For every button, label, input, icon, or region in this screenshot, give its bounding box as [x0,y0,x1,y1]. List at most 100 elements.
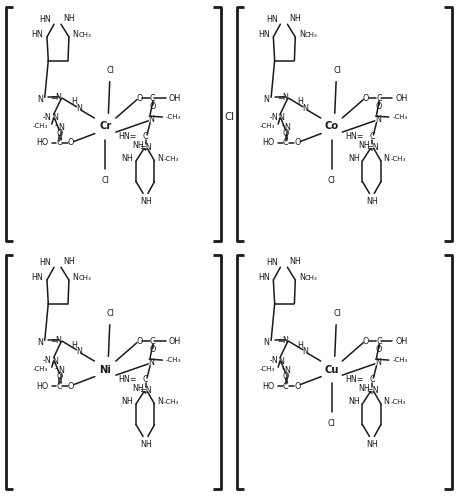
Text: NH: NH [122,154,134,163]
Text: Cl: Cl [225,112,235,122]
Text: HN: HN [32,30,43,39]
Text: Cu: Cu [324,365,339,374]
Text: OH: OH [395,337,407,346]
Text: N: N [73,30,78,39]
Text: O: O [376,102,382,111]
Text: N: N [76,347,82,356]
Text: N: N [157,397,163,406]
Text: Cl: Cl [328,176,336,185]
Text: N: N [375,358,381,367]
Text: O: O [136,337,143,346]
Text: HN: HN [266,258,278,267]
Text: N: N [73,273,78,282]
Text: C: C [56,381,62,390]
Text: C: C [369,132,375,141]
Text: C: C [377,94,382,103]
Text: -N: -N [43,356,52,365]
Text: =: = [277,336,284,345]
Text: Cl: Cl [107,310,115,318]
Text: C: C [377,337,382,346]
Text: N: N [282,93,288,102]
Text: H: H [297,341,303,350]
Text: O: O [294,138,301,147]
Text: N: N [148,358,154,367]
Text: NH: NH [140,197,152,206]
Text: N: N [299,30,304,39]
Text: N: N [148,115,154,124]
Text: O: O [68,381,74,390]
Text: HN: HN [258,30,270,39]
Text: N: N [383,397,389,406]
Text: NH: NH [289,257,301,266]
Text: O: O [363,337,369,346]
Text: N: N [58,366,64,375]
Text: NH: NH [63,257,74,266]
Text: -CH₃: -CH₃ [390,156,406,162]
Text: Cl: Cl [107,66,115,75]
Text: -: - [55,364,58,373]
Text: =N: =N [140,143,152,152]
Text: NH: NH [359,141,371,150]
Text: N: N [76,104,82,113]
Text: -: - [55,121,58,130]
Text: N: N [375,115,381,124]
Text: N: N [299,273,304,282]
Text: Cl: Cl [333,310,341,318]
Text: NH: NH [366,197,378,206]
Text: H: H [71,341,77,350]
Text: N: N [279,114,284,123]
Text: -CH₃: -CH₃ [166,357,181,363]
Text: N: N [157,154,163,163]
Text: -CH₃: -CH₃ [164,156,179,162]
Text: Co: Co [325,122,339,131]
Text: C: C [56,138,62,147]
Text: N: N [282,336,288,345]
Text: C: C [369,375,375,384]
Text: -CH₃: -CH₃ [33,366,48,372]
Text: HN: HN [32,273,43,282]
Text: =: = [277,93,284,102]
Text: NH: NH [348,154,360,163]
Text: N: N [55,336,61,345]
Text: HO: HO [36,381,48,390]
Text: -CH₃: -CH₃ [166,114,181,120]
Text: -N: -N [269,356,278,365]
Text: =N: =N [140,386,152,395]
Text: C: C [150,337,156,346]
Text: -N: -N [269,113,278,122]
Text: O: O [136,94,143,103]
Text: O: O [282,372,289,381]
Text: O: O [150,102,156,111]
Text: CH₃: CH₃ [305,32,318,38]
Text: -N: -N [43,113,52,122]
Text: N: N [37,95,43,104]
Text: Cl: Cl [101,176,109,185]
Text: HO: HO [262,138,274,147]
Text: HN=: HN= [345,132,363,141]
Text: -CH₃: -CH₃ [392,357,407,363]
Text: Cl: Cl [328,419,336,428]
Text: HN=: HN= [118,375,137,384]
Text: NH: NH [359,384,371,393]
Text: N: N [58,123,64,132]
Text: C: C [143,132,148,141]
Text: OH: OH [169,94,181,103]
Text: O: O [282,129,289,138]
Text: N: N [303,347,308,356]
Text: -CH₃: -CH₃ [390,399,406,405]
Text: O: O [68,138,74,147]
Text: OH: OH [395,94,407,103]
Text: HO: HO [262,381,274,390]
Text: -CH₃: -CH₃ [164,399,179,405]
Text: O: O [376,345,382,354]
Text: N: N [52,357,58,366]
Text: =: = [50,336,57,345]
Text: NH: NH [122,397,134,406]
Text: N: N [284,123,290,132]
Text: NH: NH [140,440,152,449]
Text: -CH₃: -CH₃ [33,123,48,128]
Text: H: H [297,98,303,107]
Text: -CH₃: -CH₃ [392,114,407,120]
Text: CH₃: CH₃ [79,275,91,281]
Text: HN=: HN= [118,132,137,141]
